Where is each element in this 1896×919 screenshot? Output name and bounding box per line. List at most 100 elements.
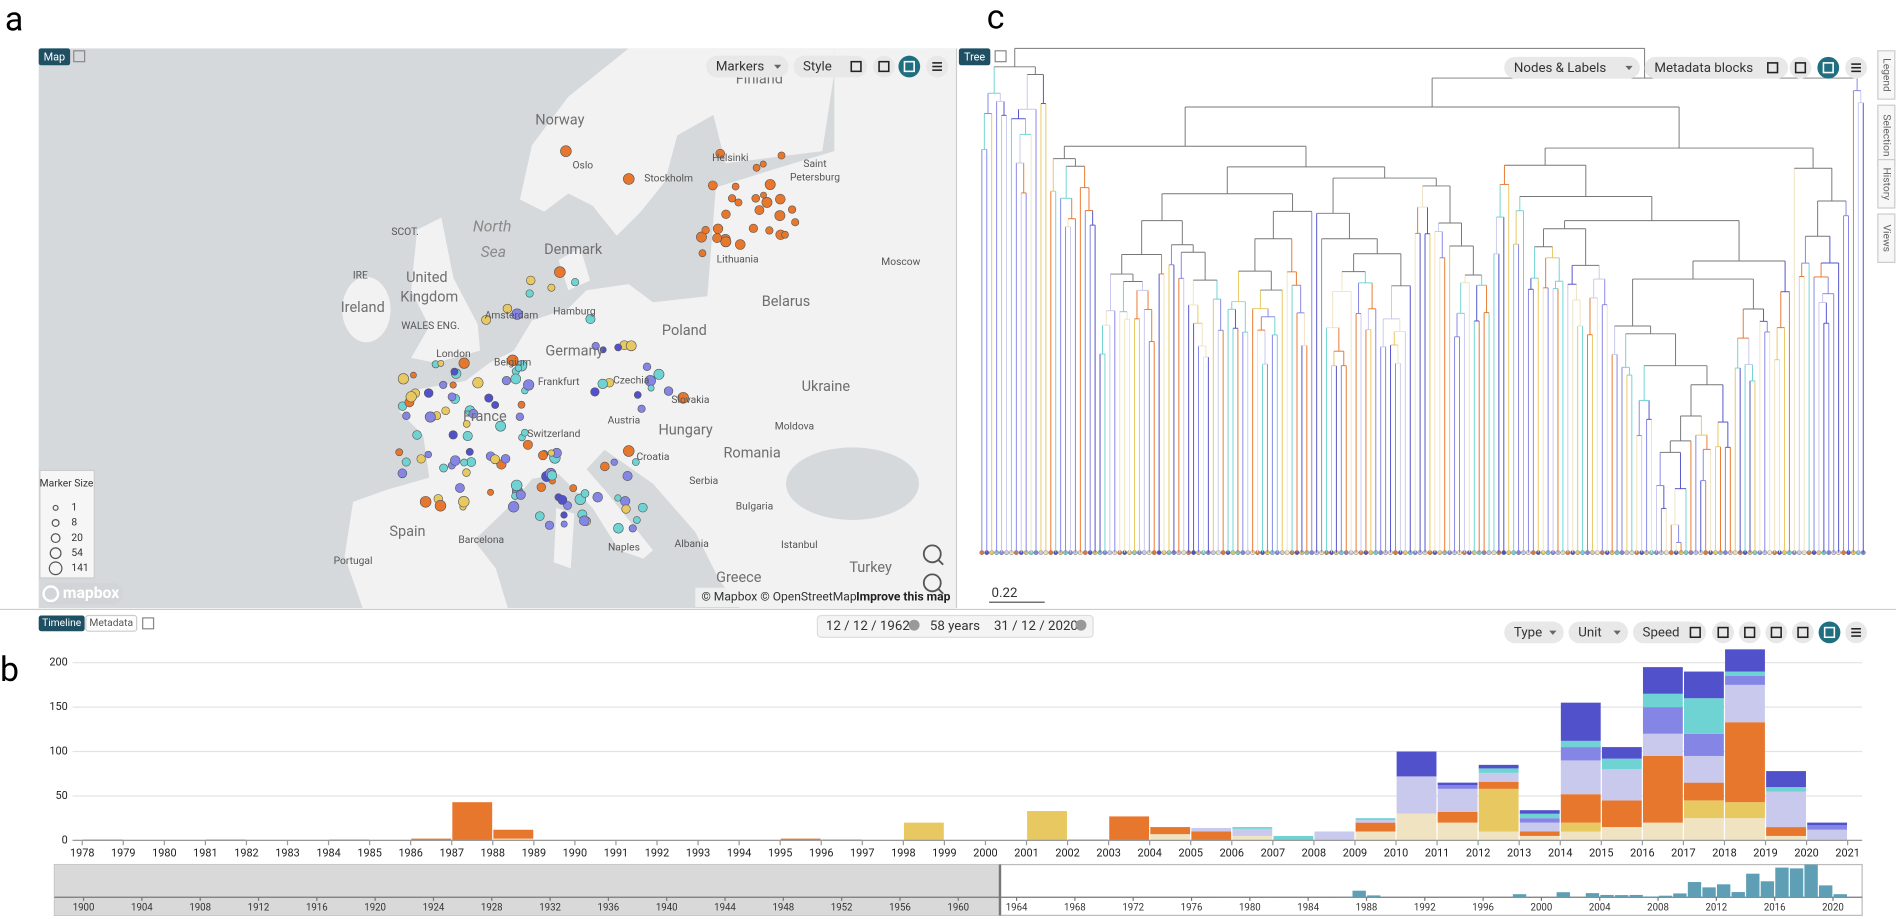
marker	[748, 223, 758, 233]
place-label: Belgium	[494, 355, 531, 368]
bar-segment	[1478, 788, 1519, 832]
bar-segment	[780, 838, 821, 841]
marker	[495, 420, 507, 432]
tab[interactable]	[38, 48, 71, 66]
marker	[637, 502, 648, 513]
toolbar-icons	[845, 55, 948, 78]
overview-tick-label: 1996	[1472, 903, 1494, 914]
x-tick-label: 1994	[727, 847, 751, 860]
icon-button[interactable]	[898, 55, 921, 78]
overview-tick-label: 1972	[1122, 903, 1144, 914]
dropdown-button[interactable]	[1504, 621, 1564, 644]
window-icon	[73, 50, 86, 63]
marker	[591, 341, 600, 351]
marker	[462, 431, 473, 442]
dropdown-button[interactable]	[1644, 56, 1789, 79]
start-date[interactable]: 12 / 12 / 1962	[826, 619, 910, 634]
overview-tick-label: 1960	[947, 903, 969, 914]
panel-label: b	[0, 651, 19, 690]
date-range	[816, 614, 1094, 638]
bar-segment	[1807, 825, 1848, 830]
clear-icon[interactable]	[1075, 619, 1087, 631]
bar-segment	[1601, 800, 1642, 828]
marker	[458, 495, 470, 508]
place-label: SCOT.	[391, 225, 418, 238]
bar-segment	[1560, 794, 1601, 823]
black-sea	[785, 447, 919, 520]
toolbar-icons	[1761, 56, 1867, 79]
x-tick-label: 2000	[973, 847, 997, 860]
icon-button[interactable]	[1817, 56, 1840, 79]
marker	[410, 371, 417, 379]
marker	[491, 401, 500, 409]
x-tick-label: 2018	[1712, 847, 1736, 860]
icon-button[interactable]	[873, 55, 895, 78]
tab[interactable]	[85, 614, 138, 632]
overview-tick-label: 1964	[1006, 903, 1028, 914]
marker	[465, 447, 474, 456]
bar-segment	[1232, 828, 1273, 836]
icon-button[interactable]	[1684, 621, 1707, 644]
place-label: Slovakia	[671, 393, 710, 406]
icon-glyph	[1689, 626, 1701, 639]
icon-button[interactable]	[1761, 56, 1784, 79]
marker	[734, 239, 746, 250]
x-tick-label: 1986	[398, 847, 422, 860]
icon-button[interactable]	[1818, 621, 1841, 644]
marker	[759, 160, 767, 168]
place-label: Istanbul	[781, 538, 818, 551]
span: 58 years	[930, 619, 980, 634]
dropdown-button[interactable]	[793, 55, 861, 78]
icon-button[interactable]	[1789, 56, 1812, 79]
icon-button[interactable]	[1792, 621, 1814, 644]
side-tab[interactable]	[1877, 50, 1896, 100]
tab[interactable]	[958, 48, 991, 66]
overview-bar	[1716, 884, 1731, 898]
zoom-in[interactable]	[922, 544, 942, 564]
end-date[interactable]: 31 / 12 / 2020	[994, 619, 1078, 634]
x-tick-label: 1988	[481, 847, 505, 860]
bar-segment	[1725, 802, 1765, 819]
zoom-out[interactable]	[922, 573, 942, 593]
bar-segment	[1273, 835, 1314, 841]
side-tab[interactable]	[1877, 159, 1896, 209]
marker	[625, 340, 637, 352]
overview-tick-label: 2004	[1589, 903, 1611, 914]
legend-symbol	[49, 547, 62, 560]
icon-button[interactable]	[845, 55, 867, 78]
marker	[510, 373, 522, 385]
x-tick-label: 1996	[809, 847, 833, 860]
side-tab[interactable]	[1877, 213, 1896, 264]
window-icon	[142, 617, 155, 630]
place-label: Albania	[675, 537, 710, 550]
place-label: Belarus	[762, 293, 811, 310]
icon-glyph	[1794, 62, 1807, 74]
marker	[502, 303, 513, 314]
place-label: WALES ENG.	[401, 319, 459, 332]
dropdown-button[interactable]	[1632, 621, 1700, 644]
land	[411, 217, 481, 363]
marker	[631, 458, 640, 466]
place-label: Hungary	[658, 421, 712, 438]
marker	[506, 354, 519, 367]
icon-glyph	[1797, 626, 1809, 639]
marker	[490, 454, 500, 465]
clear-icon[interactable]	[908, 619, 920, 631]
icon-button[interactable]	[1712, 621, 1734, 644]
legend-label: 1	[71, 501, 77, 514]
improve-link[interactable]: Improve this map	[856, 590, 951, 604]
overview-tick-label: 1936	[598, 903, 620, 914]
tab[interactable]	[38, 615, 85, 632]
overview-tick-label: 1920	[364, 903, 386, 914]
dropdown-button[interactable]	[706, 55, 789, 78]
dropdown-button[interactable]	[1568, 621, 1629, 644]
icon-button[interactable]	[1765, 621, 1788, 644]
marker	[397, 373, 409, 385]
panel-label: c	[987, 0, 1005, 37]
dropdown-button[interactable]	[1504, 56, 1640, 79]
marker	[597, 378, 608, 389]
icon-button[interactable]	[1738, 621, 1761, 644]
marker	[585, 314, 596, 324]
bar-segment	[1560, 702, 1601, 741]
